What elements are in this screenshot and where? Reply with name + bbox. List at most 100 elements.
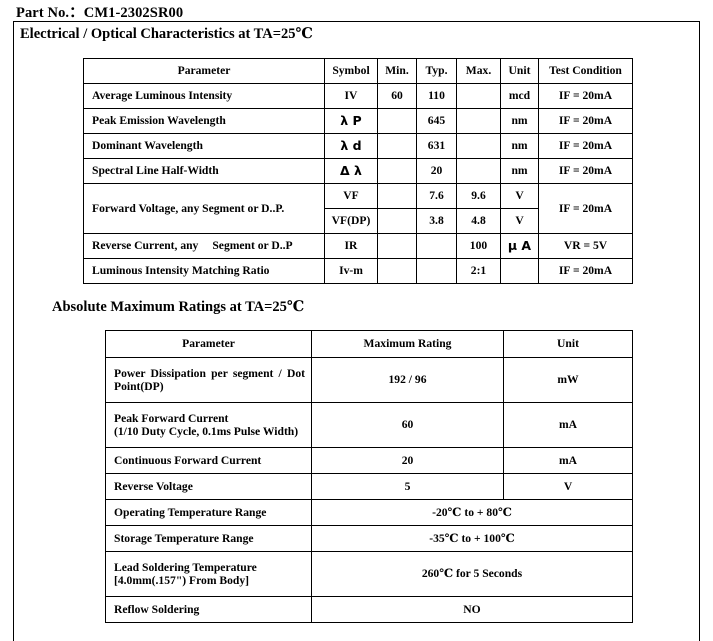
cell-unit: nm [500,108,539,134]
table-row: Power Dissipation per segment / Dot Point… [105,357,633,403]
table-row: Reverse Voltage 5 V [105,473,633,500]
col-maximum-rating: Maximum Rating [311,330,504,358]
cell-typ: 110 [416,83,457,109]
cell-parameter-line2: (1/10 Duty Cycle, 0.1ms Pulse Width) [114,425,299,438]
cell-symbol: Δ λ [324,158,378,184]
cell-max: 100 [456,233,501,259]
col-max: Max. [456,58,501,84]
cell-typ: 645 [416,108,457,134]
cell-symbol: λ P [324,108,378,134]
cell-parameter-line2: [4.0mm(.157") From Body] [114,574,250,587]
table-header-row: Parameter Maximum Rating Unit [105,330,633,358]
cell-rating: 5 [311,473,504,500]
table-row: Storage Temperature Range -35℃ to + 100℃ [105,525,633,552]
cell-typ: 3.8 [416,208,457,234]
cell-rating-merged: -35℃ to + 100℃ [311,525,633,552]
col-symbol: Symbol [324,58,378,84]
cell-max [456,133,501,159]
cell-unit: V [503,473,633,500]
cell-parameter: Average Luminous Intensity [83,83,325,109]
cell-max [456,158,501,184]
cell-parameter: Reverse Voltage [105,473,312,500]
cell-parameter: Operating Temperature Range [105,499,312,526]
col-min: Min. [377,58,417,84]
electrical-optical-table: Parameter Symbol Min. Typ. Max. Unit Tes… [83,58,633,284]
col-unit: Unit [503,330,633,358]
cell-rating-merged: -20℃ to + 80℃ [311,499,633,526]
cell-typ [416,258,457,284]
cell-max: 2:1 [456,258,501,284]
cell-rating: 60 [311,402,504,448]
table-row: Reverse Current, any Segment or D..P IR 1… [83,233,633,259]
cell-min: 60 [377,83,417,109]
cell-rating-merged: NO [311,596,633,623]
absolute-max-ratings-section-title: Absolute Maximum Ratings at TA=25℃ [52,299,305,315]
part-number-heading: Part No.：CM1-2302SR00 [16,1,183,22]
col-unit: Unit [500,58,539,84]
cell-test-condition: IF = 20mA [538,258,633,284]
cell-parameter-line1: Power Dissipation per segment / Dot [114,366,305,380]
cell-min [377,158,417,184]
cell-parameter-line2: Point(DP) [114,380,164,393]
cell-parameter: Lead Soldering Temperature [4.0mm(.157") … [105,551,312,597]
cell-symbol: VF(DP) [324,208,378,234]
cell-symbol: IV [324,83,378,109]
cell-parameter-part-b: Segment or D..P [212,239,293,253]
cell-rating: 20 [311,447,504,474]
cell-test-condition: VR = 5V [538,233,633,259]
cell-parameter: Luminous Intensity Matching Ratio [83,258,325,284]
cell-parameter: Reflow Soldering [105,596,312,623]
cell-typ: 7.6 [416,183,457,209]
absolute-maximum-ratings-table: Parameter Maximum Rating Unit Power Diss… [105,330,633,623]
cell-parameter: Reverse Current, any Segment or D..P [83,233,325,259]
table-row: Lead Soldering Temperature [4.0mm(.157") … [105,551,633,597]
cell-unit [500,258,539,284]
cell-typ: 631 [416,133,457,159]
table-row: Dominant Wavelength λ d 631 nm IF = 20mA [83,133,633,159]
cell-parameter: Forward Voltage, any Segment or D..P. [83,183,325,234]
page-border [13,21,700,641]
cell-rating: 192 / 96 [311,357,504,403]
cell-parameter: Continuous Forward Current [105,447,312,474]
cell-rating-merged: 260℃ for 5 Seconds [311,551,633,597]
cell-unit: μ A [500,233,539,259]
col-test-condition: Test Condition [538,58,633,84]
cell-parameter: Spectral Line Half-Width [83,158,325,184]
cell-min [377,258,417,284]
cell-parameter: Peak Emission Wavelength [83,108,325,134]
col-parameter: Parameter [83,58,325,84]
table-header-row: Parameter Symbol Min. Typ. Max. Unit Tes… [83,58,633,84]
cell-unit: nm [500,158,539,184]
cell-max [456,108,501,134]
cell-parameter: Peak Forward Current (1/10 Duty Cycle, 0.… [105,402,312,448]
cell-symbol: Iv-m [324,258,378,284]
cell-min [377,183,417,209]
cell-unit: V [500,183,539,209]
table-row: Peak Emission Wavelength λ P 645 nm IF =… [83,108,633,134]
cell-test-condition: IF = 20mA [538,158,633,184]
table-row: Peak Forward Current (1/10 Duty Cycle, 0.… [105,402,633,448]
cell-min [377,208,417,234]
cell-max: 9.6 [456,183,501,209]
cell-max: 4.8 [456,208,501,234]
cell-min [377,233,417,259]
cell-parameter: Power Dissipation per segment / Dot Point… [105,357,312,403]
table-row: Spectral Line Half-Width Δ λ 20 nm IF = … [83,158,633,184]
col-typ: Typ. [416,58,457,84]
cell-min [377,108,417,134]
table-row: Forward Voltage, any Segment or D..P. VF… [83,183,633,234]
col-parameter: Parameter [105,330,312,358]
cell-unit: mcd [500,83,539,109]
cell-parameter-line1: Lead Soldering Temperature [114,560,257,574]
table-row: Operating Temperature Range -20℃ to + 80… [105,499,633,526]
cell-test-condition: IF = 20mA [538,133,633,159]
cell-unit: V [500,208,539,234]
cell-unit: mA [503,402,633,448]
electrical-optical-section-title: Electrical / Optical Characteristics at … [20,26,313,42]
table-row: Luminous Intensity Matching Ratio Iv-m 2… [83,258,633,284]
table-row: VF(DP) 3.8 4.8 V [84,208,633,234]
part-number-label: Part No.： [16,5,84,21]
cell-unit: nm [500,133,539,159]
cell-typ [416,233,457,259]
cell-symbol: IR [324,233,378,259]
